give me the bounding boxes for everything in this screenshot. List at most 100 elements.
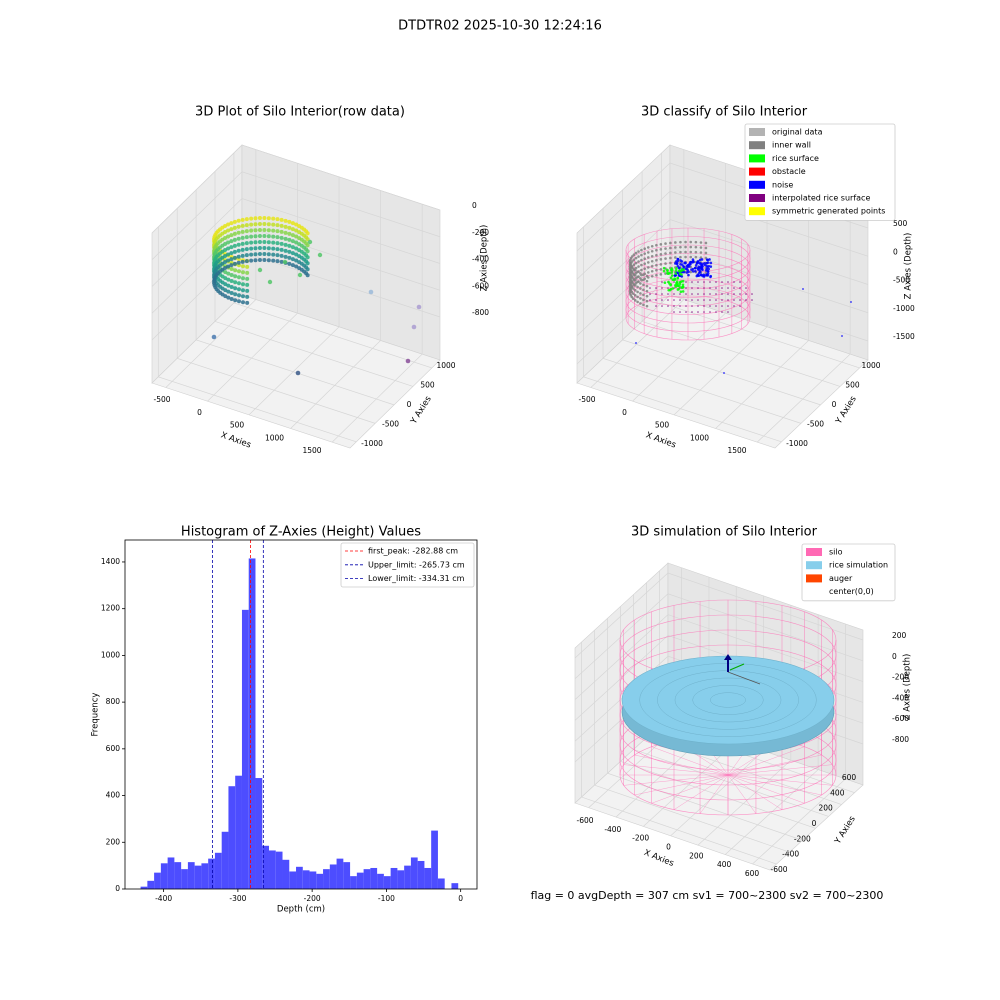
grid-line — [602, 208, 802, 424]
point — [687, 273, 690, 277]
point — [232, 225, 237, 230]
point — [679, 293, 681, 295]
y-tick-label: 1000 — [436, 361, 455, 370]
point — [678, 272, 682, 276]
z-tick-label: -500 — [893, 276, 910, 285]
bar — [424, 867, 432, 889]
point — [283, 242, 288, 247]
point — [240, 288, 245, 293]
point — [727, 311, 729, 313]
point — [668, 288, 672, 292]
x-tick-label: 1500 — [302, 446, 321, 455]
point — [229, 297, 234, 302]
legend-swatch — [749, 141, 765, 150]
point — [704, 251, 708, 255]
point — [236, 242, 241, 247]
point — [287, 225, 292, 230]
legend-box — [340, 542, 475, 588]
point — [643, 277, 646, 280]
silo-spoke — [727, 754, 822, 776]
point — [697, 271, 701, 275]
plot-frame — [124, 539, 478, 890]
point — [283, 230, 288, 235]
point — [275, 253, 280, 258]
legend-swatch — [749, 194, 765, 202]
point — [240, 270, 245, 275]
point — [266, 246, 271, 251]
point — [675, 261, 679, 265]
point — [245, 276, 250, 281]
point — [642, 283, 645, 287]
point — [633, 289, 637, 292]
point — [637, 250, 640, 253]
point — [279, 247, 284, 252]
silo-spoke — [673, 774, 729, 810]
silo-spoke — [727, 746, 805, 776]
z-tick-label: -200 — [472, 228, 489, 237]
point — [673, 299, 675, 301]
point — [294, 258, 299, 263]
point — [703, 299, 705, 301]
bar — [275, 851, 283, 889]
point — [283, 218, 288, 223]
point — [294, 264, 299, 269]
point — [655, 299, 657, 301]
point — [637, 255, 640, 258]
point — [244, 247, 249, 252]
z-tick-label: -200 — [892, 673, 909, 682]
point — [244, 259, 249, 264]
point — [253, 246, 258, 251]
point — [244, 223, 249, 228]
point — [643, 262, 646, 265]
point — [236, 254, 241, 259]
y-tick-label: 600 — [106, 744, 121, 753]
point — [229, 227, 234, 232]
point — [295, 370, 301, 376]
point — [679, 305, 681, 307]
point — [245, 264, 250, 269]
bar — [214, 852, 222, 889]
legend-swatch — [806, 574, 822, 583]
y-tick-label: 0 — [407, 400, 412, 409]
point — [405, 358, 411, 364]
rice-contour — [674, 677, 782, 723]
point — [244, 235, 249, 240]
point — [262, 222, 267, 227]
point — [733, 305, 735, 307]
point — [745, 287, 747, 289]
point — [236, 293, 241, 298]
point — [643, 267, 646, 270]
point — [699, 246, 703, 249]
point — [685, 281, 687, 283]
point — [739, 281, 741, 283]
point — [695, 274, 699, 278]
silo-spoke — [727, 774, 805, 804]
point — [700, 264, 704, 267]
point — [633, 294, 637, 297]
point — [655, 293, 657, 295]
point — [229, 279, 234, 284]
point — [244, 253, 249, 258]
silo-spoke — [727, 764, 833, 776]
silo-spoke — [623, 764, 729, 776]
point — [709, 299, 711, 301]
point — [733, 287, 735, 289]
point — [721, 305, 723, 307]
bar — [187, 862, 195, 889]
point — [632, 283, 636, 287]
plot-title: 3D simulation of Silo Interior — [631, 525, 818, 540]
point — [305, 267, 310, 272]
point — [233, 286, 238, 291]
legend-label: obstacle — [772, 167, 806, 176]
point — [287, 243, 292, 248]
point — [679, 311, 681, 313]
z-tick-label: -600 — [892, 714, 909, 723]
z-tick-label: -1000 — [893, 304, 915, 313]
grid-line — [290, 190, 381, 429]
plot-3d: -500 0 500 1000 1500 -1000 -500 0 500 1000 0 -200 -4… — [151, 105, 490, 455]
bar — [343, 862, 351, 889]
grid-line — [151, 144, 441, 234]
bar — [147, 880, 155, 889]
grid-line — [715, 190, 809, 429]
point — [646, 266, 650, 269]
